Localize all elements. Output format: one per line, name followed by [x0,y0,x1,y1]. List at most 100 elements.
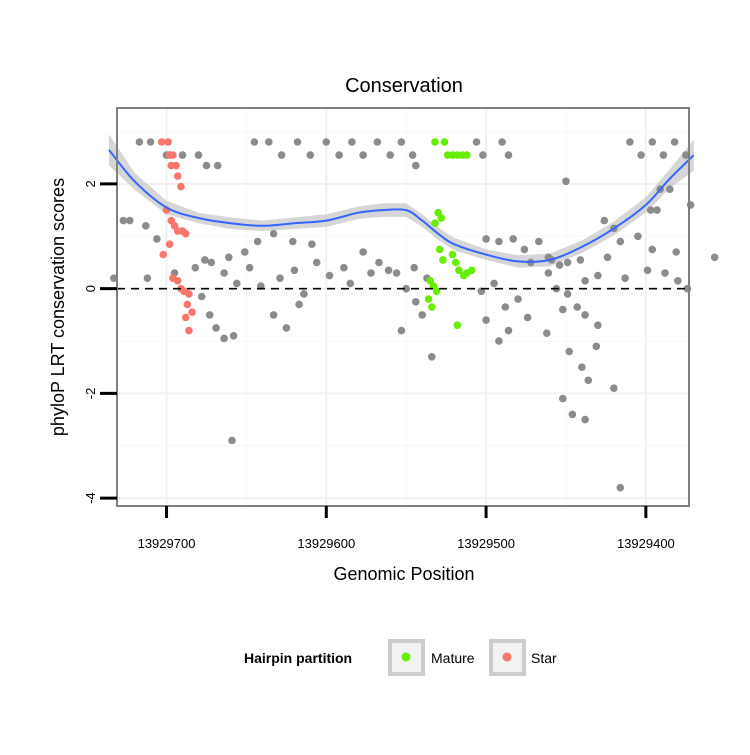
data-point-other [661,269,669,277]
data-point-other [666,185,674,193]
data-point-other [245,263,254,272]
data-point-other [276,274,284,283]
data-point-other [643,266,652,275]
data-point-star [188,308,196,317]
legend-marker-mature [401,652,411,662]
data-point-other [375,258,383,267]
data-point-other [646,206,655,214]
data-point-other [535,237,543,246]
x-tick-label: 13929600 [297,536,355,551]
data-point-other [212,324,220,332]
data-point-other [220,334,228,343]
data-point-other [202,161,211,170]
data-point-other [135,138,144,146]
data-point-other [312,258,321,267]
data-point-other [600,216,609,225]
data-point-other [648,138,657,146]
data-point-other [392,269,401,277]
data-point-other [289,237,297,246]
data-point-other [306,151,315,159]
data-point-other [402,284,411,293]
data-point-other [562,177,570,186]
data-point-other [325,271,334,280]
data-point-other [233,279,241,288]
data-point-other [634,232,642,241]
data-point-other [386,151,395,159]
data-point-other [277,151,286,159]
data-point-other [340,263,348,272]
data-point-other [563,290,572,298]
data-point-other [348,138,356,146]
data-point-other [269,311,278,319]
data-point-other [408,151,417,159]
legend: Hairpin partition Mature Star [244,639,557,676]
data-point-other [295,300,303,309]
data-point-other [282,324,291,332]
data-point-other [504,326,513,335]
data-point-other [659,151,668,159]
data-point-other [241,248,249,256]
data-point-other [710,253,719,262]
data-point-mature [453,321,462,330]
data-point-other [563,258,572,267]
data-point-other [576,256,585,264]
data-point-mature [467,266,476,275]
data-point-star [177,182,185,191]
data-point-other [523,313,532,322]
data-point-other [594,321,602,330]
data-point-mature [432,287,441,296]
data-point-mature [431,219,439,227]
data-point-other [225,253,233,262]
data-point-other [559,305,567,314]
data-point-other [228,436,236,445]
legend-title: Hairpin partition [244,650,352,666]
data-point-other [559,394,567,403]
data-point-star [185,326,193,335]
data-point-other [213,161,222,170]
data-point-other [293,138,302,146]
data-point-other [110,274,118,283]
data-point-other [143,274,152,283]
x-tick-label: 13929700 [138,536,196,551]
data-point-star [183,300,192,309]
data-point-other [290,266,299,275]
data-point-other [568,410,577,419]
data-point-star [169,151,177,159]
data-point-mature [439,256,447,264]
data-point-other [479,151,487,159]
data-point-other [146,138,155,146]
data-point-other [573,303,581,311]
y-axis-label: phyloP LRT conservation scores [48,178,68,436]
y-axis: -4 -2 0 2 [83,180,117,504]
x-axis: 13929700 13929600 13929500 13929400 [138,506,675,551]
data-point-other [610,384,618,393]
data-point-other [501,303,510,311]
legend-marker-star [502,652,512,662]
data-point-star [165,240,174,248]
data-point-other [412,161,420,170]
data-point-other [153,235,161,243]
data-point-other [265,138,273,146]
data-point-other [126,216,134,225]
data-point-other [335,151,343,159]
data-point-other [229,332,238,340]
data-point-other [592,342,601,351]
data-point-star [185,290,193,298]
data-point-mature [435,245,444,254]
data-point-other [686,201,695,209]
data-point-other [482,235,490,243]
data-point-other [194,151,203,159]
legend-key-mature [388,639,425,676]
data-point-other [555,261,564,269]
data-point-other [578,363,586,372]
data-point-other [616,237,625,246]
data-point-star [181,313,190,322]
data-point-other [581,311,589,319]
data-point-other [178,151,187,159]
data-point-other [207,258,216,267]
data-point-star [172,161,180,170]
data-point-other [142,222,150,230]
data-point-other [201,256,209,264]
data-point-other [397,138,406,146]
